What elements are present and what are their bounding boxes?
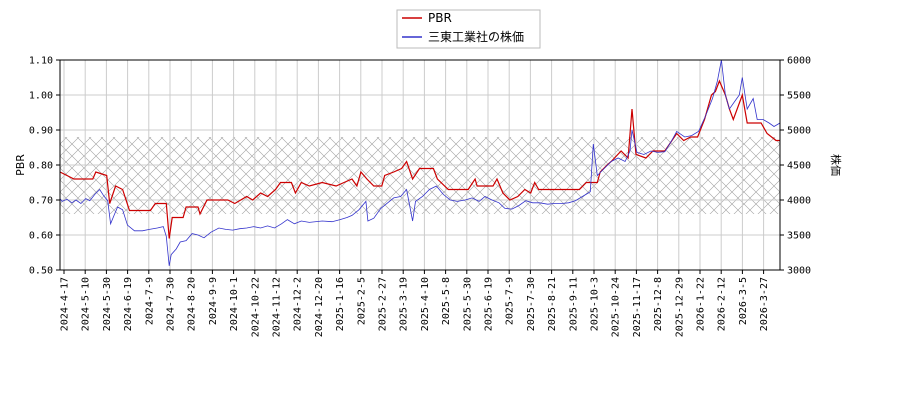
x-tick-label: 2025-9-11 — [568, 277, 579, 331]
left-tick-label: 0.60 — [29, 231, 53, 242]
x-tick-label: 2024-9-9 — [208, 277, 219, 325]
x-tick-label: 2024-4-17 — [60, 277, 71, 331]
right-tick-label: 5500 — [787, 91, 811, 102]
x-tick-label: 2024-6-19 — [123, 277, 134, 331]
x-tick-label: 2024-12-20 — [314, 277, 325, 337]
x-tick-label: 2024-12-2 — [293, 277, 304, 331]
x-tick-label: 2025-2-27 — [378, 277, 389, 331]
x-tick-label: 2024-11-12 — [272, 277, 283, 337]
left-tick-label: 0.70 — [29, 196, 53, 207]
x-tick-label: 2024-10-22 — [250, 277, 261, 337]
x-tick-label: 2026-2-12 — [717, 277, 728, 331]
x-tick-label: 2024-7-9 — [144, 277, 155, 325]
series-line-pbr — [60, 79, 780, 239]
grid-layer — [60, 59, 780, 271]
x-tick-label: 2024-8-20 — [187, 277, 198, 331]
x-tick-label: 2025-2-5 — [356, 277, 367, 325]
valuation-band — [60, 137, 780, 214]
right-tick-label: 5000 — [787, 126, 811, 137]
x-tick-label: 2025-10-24 — [611, 277, 622, 337]
x-tick-label: 2024-5-10 — [81, 277, 92, 331]
tick-layer: 0.50 0.60 0.70 0.80 0.90 1.00 1.10 3000 3500 4000… — [29, 56, 811, 338]
x-tick-label: 2025-5-30 — [462, 277, 473, 331]
x-tick-label: 2026-3-5 — [738, 277, 749, 325]
left-tick-label: 0.80 — [29, 161, 53, 172]
x-tick-label: 2025-12-8 — [653, 277, 664, 331]
x-tick-label: 2024-10-1 — [229, 277, 240, 331]
x-tick-label: 2025-7-9 — [505, 277, 516, 325]
series-line-price — [60, 60, 780, 266]
x-tick-label: 2025-11-17 — [632, 277, 643, 337]
left-tick-label: 0.50 — [29, 266, 53, 277]
x-tick-label: 2024-7-30 — [166, 277, 177, 331]
band-layer — [60, 137, 780, 214]
legend: PBR 三東工業社の株価 — [396, 9, 541, 49]
left-axis-title: PBR — [14, 154, 27, 176]
left-tick-label: 1.00 — [29, 91, 53, 102]
x-tick-label: 2026-3-27 — [759, 277, 770, 331]
x-tick-label: 2025-1-16 — [335, 277, 346, 331]
x-tick-label: 2024-5-30 — [102, 277, 113, 331]
left-tick-label: 0.90 — [29, 126, 53, 137]
x-tick-label: 2025-12-29 — [674, 277, 685, 337]
right-axis-title: 株価 — [829, 154, 843, 176]
series-layer — [60, 60, 780, 266]
right-tick-label: 4000 — [787, 196, 811, 207]
legend-label-price: 三東工業社の株価 — [428, 29, 524, 44]
left-tick-label: 1.10 — [29, 56, 53, 67]
x-tick-label: 2026-1-22 — [696, 277, 707, 331]
legend-label-pbr: PBR — [428, 11, 452, 25]
x-tick-label: 2025-6-19 — [484, 277, 495, 331]
right-tick-label: 4500 — [787, 161, 811, 172]
x-tick-label: 2025-5-8 — [441, 277, 452, 325]
x-tick-label: 2025-7-30 — [526, 277, 537, 331]
right-tick-label: 6000 — [787, 56, 811, 67]
legend-box — [396, 9, 541, 49]
right-tick-label: 3500 — [787, 231, 811, 242]
x-tick-label: 2025-8-21 — [547, 277, 558, 331]
x-tick-label: 2025-10-3 — [590, 277, 601, 331]
x-tick-label: 2025-4-10 — [420, 277, 431, 331]
right-tick-label: 3000 — [787, 266, 811, 277]
x-tick-label: 2025-3-19 — [399, 277, 410, 331]
